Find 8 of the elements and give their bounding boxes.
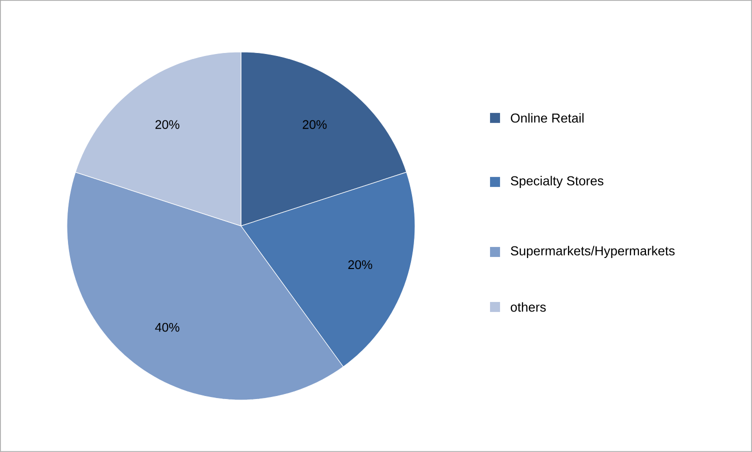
legend-label: others	[510, 302, 546, 312]
data-label: 40%	[155, 322, 180, 332]
legend-label: Online Retail	[510, 113, 584, 123]
data-label: 20%	[155, 120, 180, 130]
legend-label: Supermarkets/Hypermarkets	[510, 246, 675, 258]
data-label: 20%	[302, 120, 327, 130]
legend-label: Specialty Stores	[510, 176, 604, 188]
data-label: 20%	[348, 260, 372, 270]
